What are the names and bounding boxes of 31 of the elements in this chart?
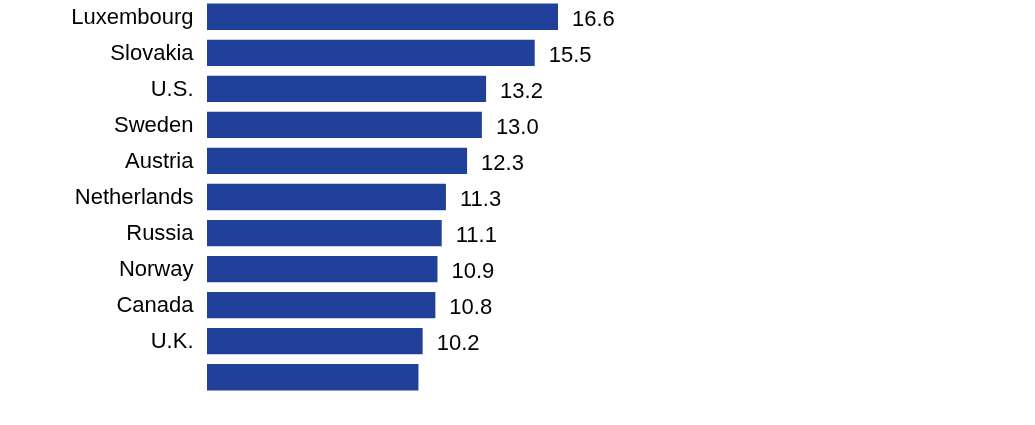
bar bbox=[207, 147, 468, 175]
bar bbox=[207, 328, 423, 355]
data-label: 11.1 bbox=[455, 222, 497, 248]
bar bbox=[207, 111, 482, 139]
data-label: 15.5 bbox=[548, 41, 592, 67]
y-tick-label: Austria bbox=[125, 147, 195, 173]
bar bbox=[207, 364, 419, 391]
y-tick-label: Sweden bbox=[113, 111, 194, 137]
y-tick-label: Norway bbox=[118, 256, 194, 282]
bar bbox=[207, 183, 446, 211]
bar bbox=[207, 255, 438, 283]
data-label: 10.9 bbox=[451, 258, 495, 284]
y-tick-label: Slovakia bbox=[110, 39, 195, 65]
y-tick-label: Russia bbox=[126, 220, 195, 246]
data-label: 11.3 bbox=[459, 186, 502, 211]
data-label: 10.2 bbox=[436, 330, 480, 356]
bar bbox=[207, 3, 558, 30]
data-label: 12.3 bbox=[481, 149, 524, 175]
data-label: 10.8 bbox=[449, 294, 493, 320]
data-label: 13.2 bbox=[500, 77, 543, 103]
data-label: 16.6 bbox=[572, 5, 615, 31]
y-tick-label: U.K. bbox=[150, 328, 194, 354]
data-label: 13.0 bbox=[495, 113, 539, 139]
y-tick-label: Luxembourg bbox=[71, 3, 194, 29]
bar bbox=[207, 75, 487, 103]
bar bbox=[207, 291, 436, 319]
bar bbox=[207, 39, 535, 66]
y-tick-label: Netherlands bbox=[74, 184, 194, 209]
bar bbox=[207, 219, 442, 247]
y-tick-label: Canada bbox=[116, 292, 195, 318]
y-tick-label: U.S. bbox=[150, 75, 194, 101]
